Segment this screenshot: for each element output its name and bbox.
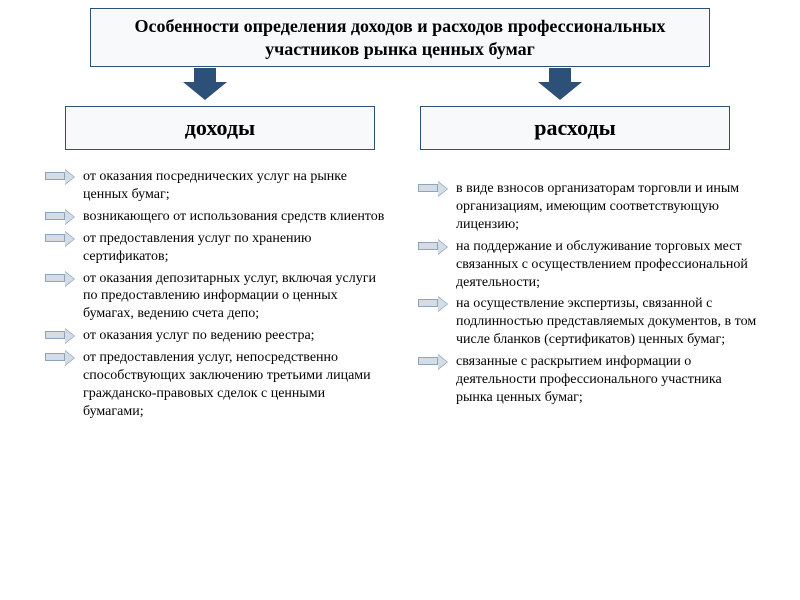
bullet-arrow-icon — [418, 239, 448, 253]
item-text: от оказания услуг по ведению реестра; — [83, 328, 315, 343]
item-text: от оказания посреднических услуг на рынк… — [83, 169, 347, 202]
item-text: связанные с раскрытием информации о деят… — [456, 354, 722, 405]
right-column: в виде взносов организаторам торговли и … — [418, 180, 758, 411]
list-item: от оказания депозитарных услуг, включая … — [45, 270, 385, 324]
item-text: на поддержание и обслуживание торговых м… — [456, 239, 748, 290]
item-text: от предоставления услуг, непосредственно… — [83, 350, 371, 419]
list-item: от оказания услуг по ведению реестра; — [45, 327, 385, 345]
title-box: Особенности определения доходов и расход… — [90, 8, 710, 67]
right-header-box: расходы — [420, 106, 730, 150]
list-item: на поддержание и обслуживание торговых м… — [418, 238, 758, 292]
left-header-box: доходы — [65, 106, 375, 150]
left-column: от оказания посреднических услуг на рынк… — [45, 168, 385, 425]
bullet-arrow-icon — [45, 209, 75, 223]
list-item: возникающего от использования средств кл… — [45, 208, 385, 226]
bullet-arrow-icon — [45, 328, 75, 342]
list-item: от предоставления услуг по хранению серт… — [45, 230, 385, 266]
title-text: Особенности определения доходов и расход… — [134, 16, 665, 59]
bullet-arrow-icon — [418, 181, 448, 195]
bullet-arrow-icon — [45, 271, 75, 285]
item-text: возникающего от использования средств кл… — [83, 209, 384, 224]
list-item: на осуществление экспертизы, связанной с… — [418, 295, 758, 349]
bullet-arrow-icon — [45, 231, 75, 245]
bullet-arrow-icon — [418, 296, 448, 310]
bullet-arrow-icon — [418, 354, 448, 368]
item-text: от предоставления услуг по хранению серт… — [83, 231, 312, 264]
item-text: в виде взносов организаторам торговли и … — [456, 181, 739, 232]
bullet-arrow-icon — [45, 169, 75, 183]
bullet-arrow-icon — [45, 350, 75, 364]
list-item: от предоставления услуг, непосредственно… — [45, 349, 385, 421]
item-text: на осуществление экспертизы, связанной с… — [456, 296, 756, 347]
item-text: от оказания депозитарных услуг, включая … — [83, 271, 376, 322]
list-item: от оказания посреднических услуг на рынк… — [45, 168, 385, 204]
list-item: связанные с раскрытием информации о деят… — [418, 353, 758, 407]
list-item: в виде взносов организаторам торговли и … — [418, 180, 758, 234]
right-header-text: расходы — [534, 115, 616, 140]
left-header-text: доходы — [185, 115, 255, 140]
